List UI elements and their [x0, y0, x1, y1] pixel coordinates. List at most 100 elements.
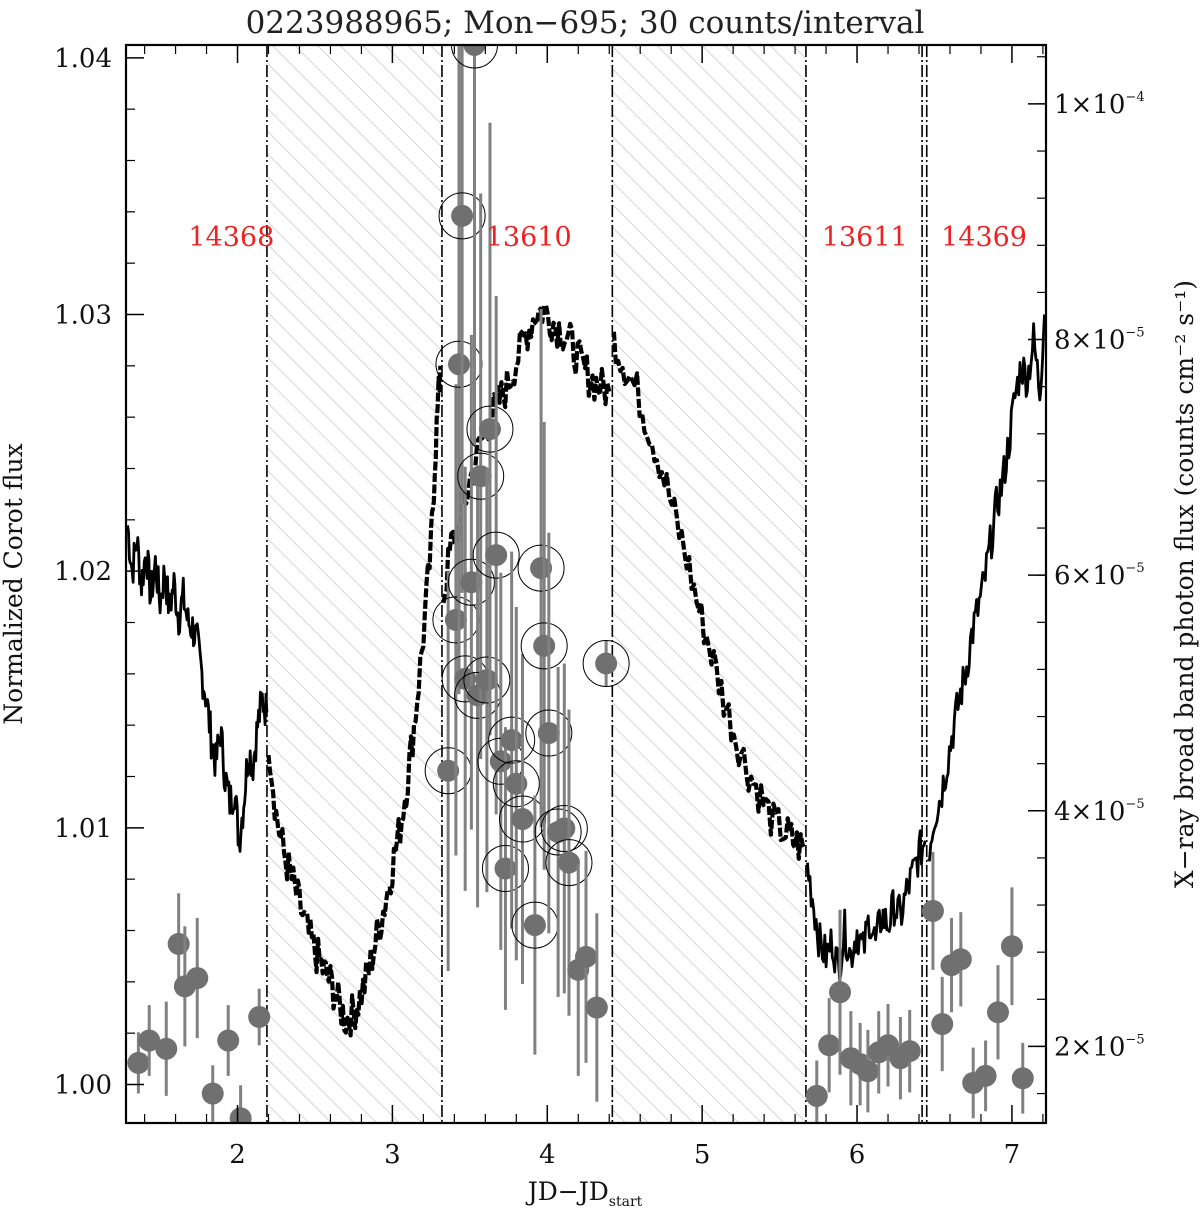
xray-marker-ring	[545, 839, 593, 887]
xray-marker	[898, 1040, 921, 1063]
xray-marker	[437, 759, 460, 782]
xray-point	[986, 965, 1009, 1060]
xray-point	[898, 1009, 921, 1093]
xray-point	[435, 45, 483, 695]
xray-marker	[1000, 935, 1023, 958]
xray-marker	[248, 1005, 271, 1028]
xray-marker-ring	[481, 845, 529, 893]
xray-marker	[537, 722, 560, 745]
xray-point	[525, 532, 573, 934]
xray-marker	[127, 1051, 150, 1074]
xray-point	[517, 308, 565, 828]
xray-marker-ring	[492, 760, 540, 808]
xray-point	[931, 976, 954, 1072]
xray-marker	[974, 1064, 997, 1087]
right-tick-mantissa: 4×10	[1054, 797, 1125, 827]
xray-point	[877, 1004, 900, 1087]
xray-marker	[856, 1060, 879, 1083]
left-axis-label: Normalized Corot flux	[0, 443, 28, 724]
xray-point	[949, 912, 972, 1007]
xray-marker	[478, 418, 501, 441]
xray-point	[520, 422, 568, 870]
xray-marker	[511, 808, 534, 831]
right-tick-label: 6×10−5	[1054, 561, 1145, 591]
xray-marker	[460, 571, 483, 594]
xray-marker	[229, 1107, 252, 1123]
xray-marker-ring	[457, 452, 505, 500]
xray-marker	[167, 932, 190, 955]
xray-point	[217, 1005, 240, 1076]
xray-marker-ring	[540, 804, 588, 852]
right-tick-exponent: −5	[1125, 561, 1144, 576]
left-tick-label: 1.03	[54, 301, 112, 331]
xray-point	[1011, 1042, 1034, 1114]
xray-point	[856, 1029, 879, 1113]
left-tick-label: 1.04	[54, 44, 112, 74]
gap-region	[266, 45, 442, 1123]
right-tick-exponent: −4	[1125, 90, 1144, 105]
xray-point	[201, 1065, 224, 1122]
xray-marker	[595, 652, 618, 675]
xray-marker-ring	[488, 716, 536, 764]
xray-point	[450, 45, 498, 446]
xray-marker-ring	[520, 622, 568, 670]
xray-marker	[553, 817, 576, 840]
left-tick-label: 1.01	[54, 814, 112, 844]
xray-point	[829, 909, 852, 1075]
axis-ticks: 2 3 4 5 6 71.001.011.021.031.042×10−54×10−56×…	[54, 44, 1144, 1170]
left-tick-label: 1.00	[54, 1071, 112, 1101]
xray-marker-ring	[525, 709, 573, 757]
xray-marker-ring	[466, 405, 514, 453]
xray-marker	[818, 1034, 841, 1057]
right-tick-mantissa: 8×10	[1054, 326, 1125, 356]
xray-marker-ring	[534, 808, 582, 856]
xray-marker	[986, 1001, 1009, 1024]
xray-point	[921, 852, 944, 970]
xray-marker	[186, 967, 209, 990]
xray-marker	[557, 851, 580, 874]
x-tick-label: 7	[1004, 1140, 1021, 1170]
xray-point	[229, 1085, 252, 1123]
xray-marker	[530, 557, 553, 580]
x-tick-label: 4	[539, 1140, 556, 1170]
xray-marker	[500, 729, 523, 752]
observation-label: 13611	[822, 222, 908, 253]
xray-marker	[447, 353, 470, 376]
x-axis-label-main: JD−JD	[525, 1177, 609, 1206]
observation-label: 14368	[188, 222, 274, 253]
right-tick-label: 2×10−5	[1054, 1032, 1145, 1062]
xray-marker	[469, 465, 492, 488]
xray-marker	[829, 981, 852, 1004]
x-tick-label: 5	[694, 1140, 711, 1170]
xray-marker	[585, 996, 608, 1019]
xray-marker-ring	[582, 640, 630, 688]
corot-lightcurve	[126, 303, 1046, 1038]
xray-point	[463, 467, 511, 893]
right-axis-label: X−ray broad band photon flux (counts cm⁻…	[1170, 280, 1199, 888]
xray-point	[805, 1060, 828, 1123]
xray-point	[127, 1032, 150, 1094]
xray-marker	[475, 669, 498, 692]
xray-marker	[155, 1037, 178, 1060]
xray-marker	[494, 857, 517, 880]
xray-marker-ring	[438, 192, 486, 240]
xray-marker	[217, 1029, 240, 1052]
corot-segment	[927, 314, 1046, 862]
xray-point	[186, 918, 209, 1039]
xray-point	[575, 850, 597, 1063]
corot-segment	[441, 303, 612, 604]
x-tick-label: 2	[229, 1140, 246, 1170]
xray-marker-ring	[447, 558, 495, 606]
x-axis-label: JD−JDstart	[525, 1177, 643, 1210]
xray-marker	[444, 608, 467, 631]
xray-marker	[949, 948, 972, 971]
plot-frame	[124, 43, 1048, 1125]
xray-point	[248, 988, 271, 1046]
corot-segment	[611, 331, 807, 861]
xray-marker	[533, 634, 556, 657]
xray-marker	[931, 1013, 954, 1036]
right-tick-mantissa: 6×10	[1054, 561, 1125, 591]
xray-point	[1000, 887, 1023, 1006]
right-tick-label: 8×10−5	[1054, 326, 1145, 356]
